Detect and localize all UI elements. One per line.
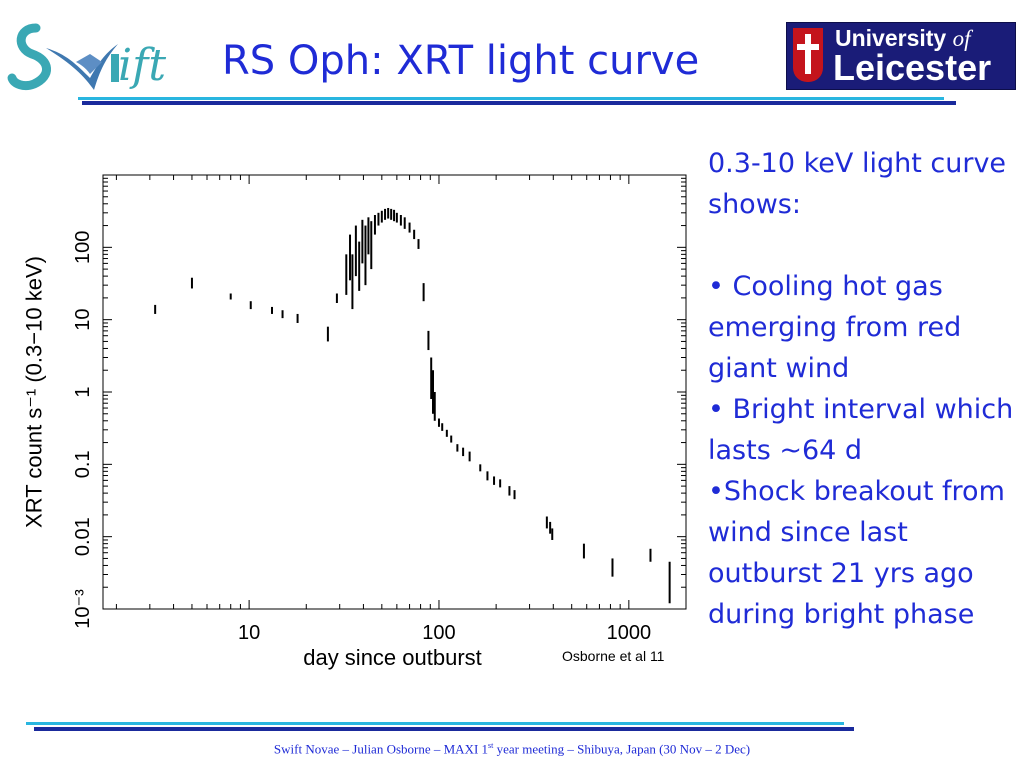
x-tick-label: 100 [422,622,455,644]
swift-logo-text: ift [118,40,166,91]
figure-credit: Osborne et al 11 [562,648,665,664]
header-rule-cyan [78,97,944,100]
y-axis-label: XRT count s⁻¹ (0.3−10 keV) [22,256,47,528]
x-tick-label: 10 [238,622,260,644]
y-tick-label: 0.01 [72,517,94,556]
university-logo-line2: Leicester [833,47,992,88]
university-logo: University of Leicester [786,22,1016,90]
bullet-item: • Cooling hot gas emerging from red gian… [708,271,970,384]
bullet-item: • Bright interval which lasts ~64 d [708,394,1014,466]
bullet-text-block: 0.3-10 keV light curve shows: • Cooling … [708,143,1018,635]
y-tick-label: 0.1 [72,450,94,478]
footer-rule-cyan [26,722,844,725]
university-logo-line1: University of [835,25,971,51]
y-tick-label: 10 [72,309,94,331]
footer-rule-navy [34,727,854,731]
y-tick-label: 1 [72,386,94,397]
y-tick-label: 10⁻³ [72,589,94,629]
y-tick-label: 100 [72,231,94,264]
page-title: RS Oph: XRT light curve [222,38,700,84]
x-axis-label: day since outburst [303,645,482,670]
plot-frame [102,174,687,610]
footer-text: Swift Novae – Julian Osborne – MAXI 1st … [273,741,751,757]
shield-icon [793,28,823,82]
header-rule-navy [82,101,956,105]
swift-logo: ift [7,23,166,91]
bullet-item: •Shock breakout from wind since last out… [708,476,1014,630]
bullet-intro: 0.3-10 keV light curve shows: [708,148,1015,220]
x-tick-label: 1000 [607,622,652,644]
